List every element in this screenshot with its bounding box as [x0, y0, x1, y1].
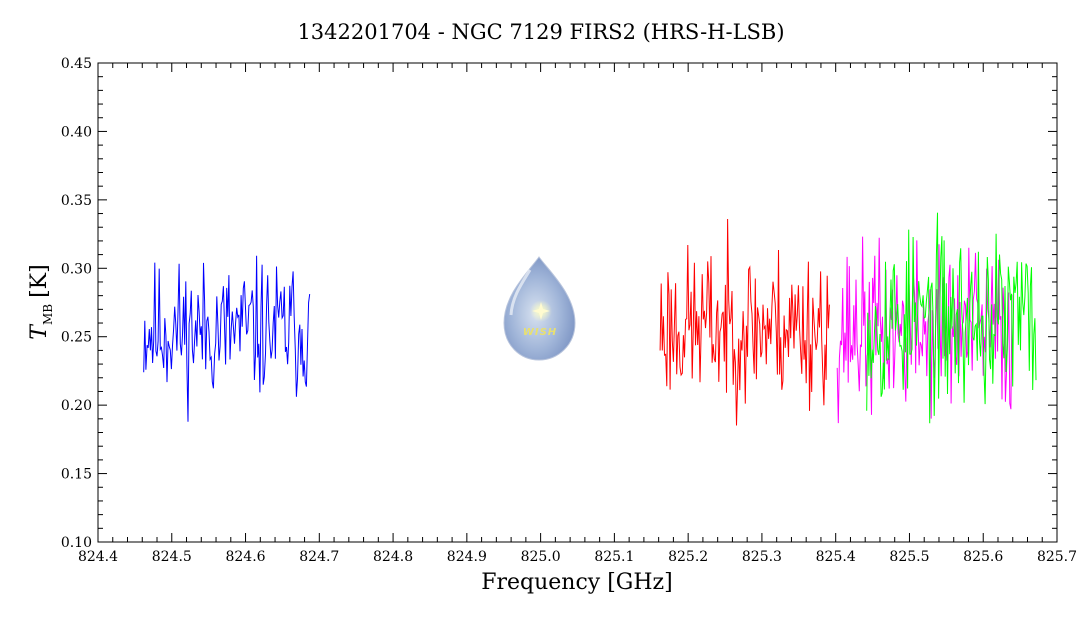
- x-tick-label: 825.2: [668, 549, 708, 565]
- series-line-4: [866, 212, 1037, 424]
- series-layer: [143, 212, 1037, 426]
- x-tick-label: 824.4: [78, 549, 118, 565]
- series-line-3: [836, 236, 1013, 424]
- series-line-2: [659, 218, 830, 426]
- x-tick-label: 824.6: [225, 549, 265, 565]
- x-tick-label: 825.3: [742, 549, 782, 565]
- x-tick-label: 824.5: [152, 549, 192, 565]
- chart-title: 1342201704 - NGC 7129 FIRS2 (HRS-H-LSB): [297, 20, 784, 44]
- y-tick-label: 0.20: [61, 398, 92, 414]
- wish-logo: WISH: [503, 256, 576, 361]
- y-tick-labels: 0.10 0.15 0.20 0.25 0.30 0.35 0.40 0.45: [61, 56, 92, 551]
- y-tick-label: 0.30: [61, 261, 92, 277]
- x-tick-label: 825.1: [594, 549, 634, 565]
- y-axis-label-sub: MB: [41, 304, 55, 325]
- x-tick-label: 824.9: [447, 549, 487, 565]
- logo-text: WISH: [523, 327, 557, 338]
- plot-frame: [97, 62, 1058, 543]
- x-tick-label: 824.8: [373, 549, 413, 565]
- y-tick-label: 0.25: [61, 330, 92, 346]
- x-tick-label: 825.0: [521, 549, 561, 565]
- x-tick-label: 824.7: [299, 549, 339, 565]
- y-tick-label: 0.10: [61, 535, 92, 551]
- ticks-layer: [97, 62, 1058, 543]
- x-tick-label: 825.4: [816, 549, 856, 565]
- y-axis-label: TMB [K]: [27, 264, 55, 339]
- y-tick-label: 0.15: [61, 467, 92, 483]
- y-axis-label-main: T: [27, 323, 52, 340]
- x-tick-label: 825.5: [889, 549, 929, 565]
- series-line-1: [143, 255, 311, 422]
- y-tick-label: 0.40: [61, 124, 92, 140]
- x-tick-label: 825.7: [1037, 549, 1077, 565]
- y-axis-label-unit: [K]: [27, 264, 52, 298]
- x-tick-labels: 824.4 824.5 824.6 824.7 824.8 824.9 825.0 825.1…: [78, 549, 1077, 565]
- svg-text:TMB[K]: TMB [K]: [27, 264, 55, 339]
- x-axis-label: Frequency [GHz]: [481, 570, 673, 595]
- x-tick-label: 825.6: [963, 549, 1003, 565]
- y-tick-label: 0.35: [61, 193, 92, 209]
- y-tick-label: 0.45: [61, 56, 92, 72]
